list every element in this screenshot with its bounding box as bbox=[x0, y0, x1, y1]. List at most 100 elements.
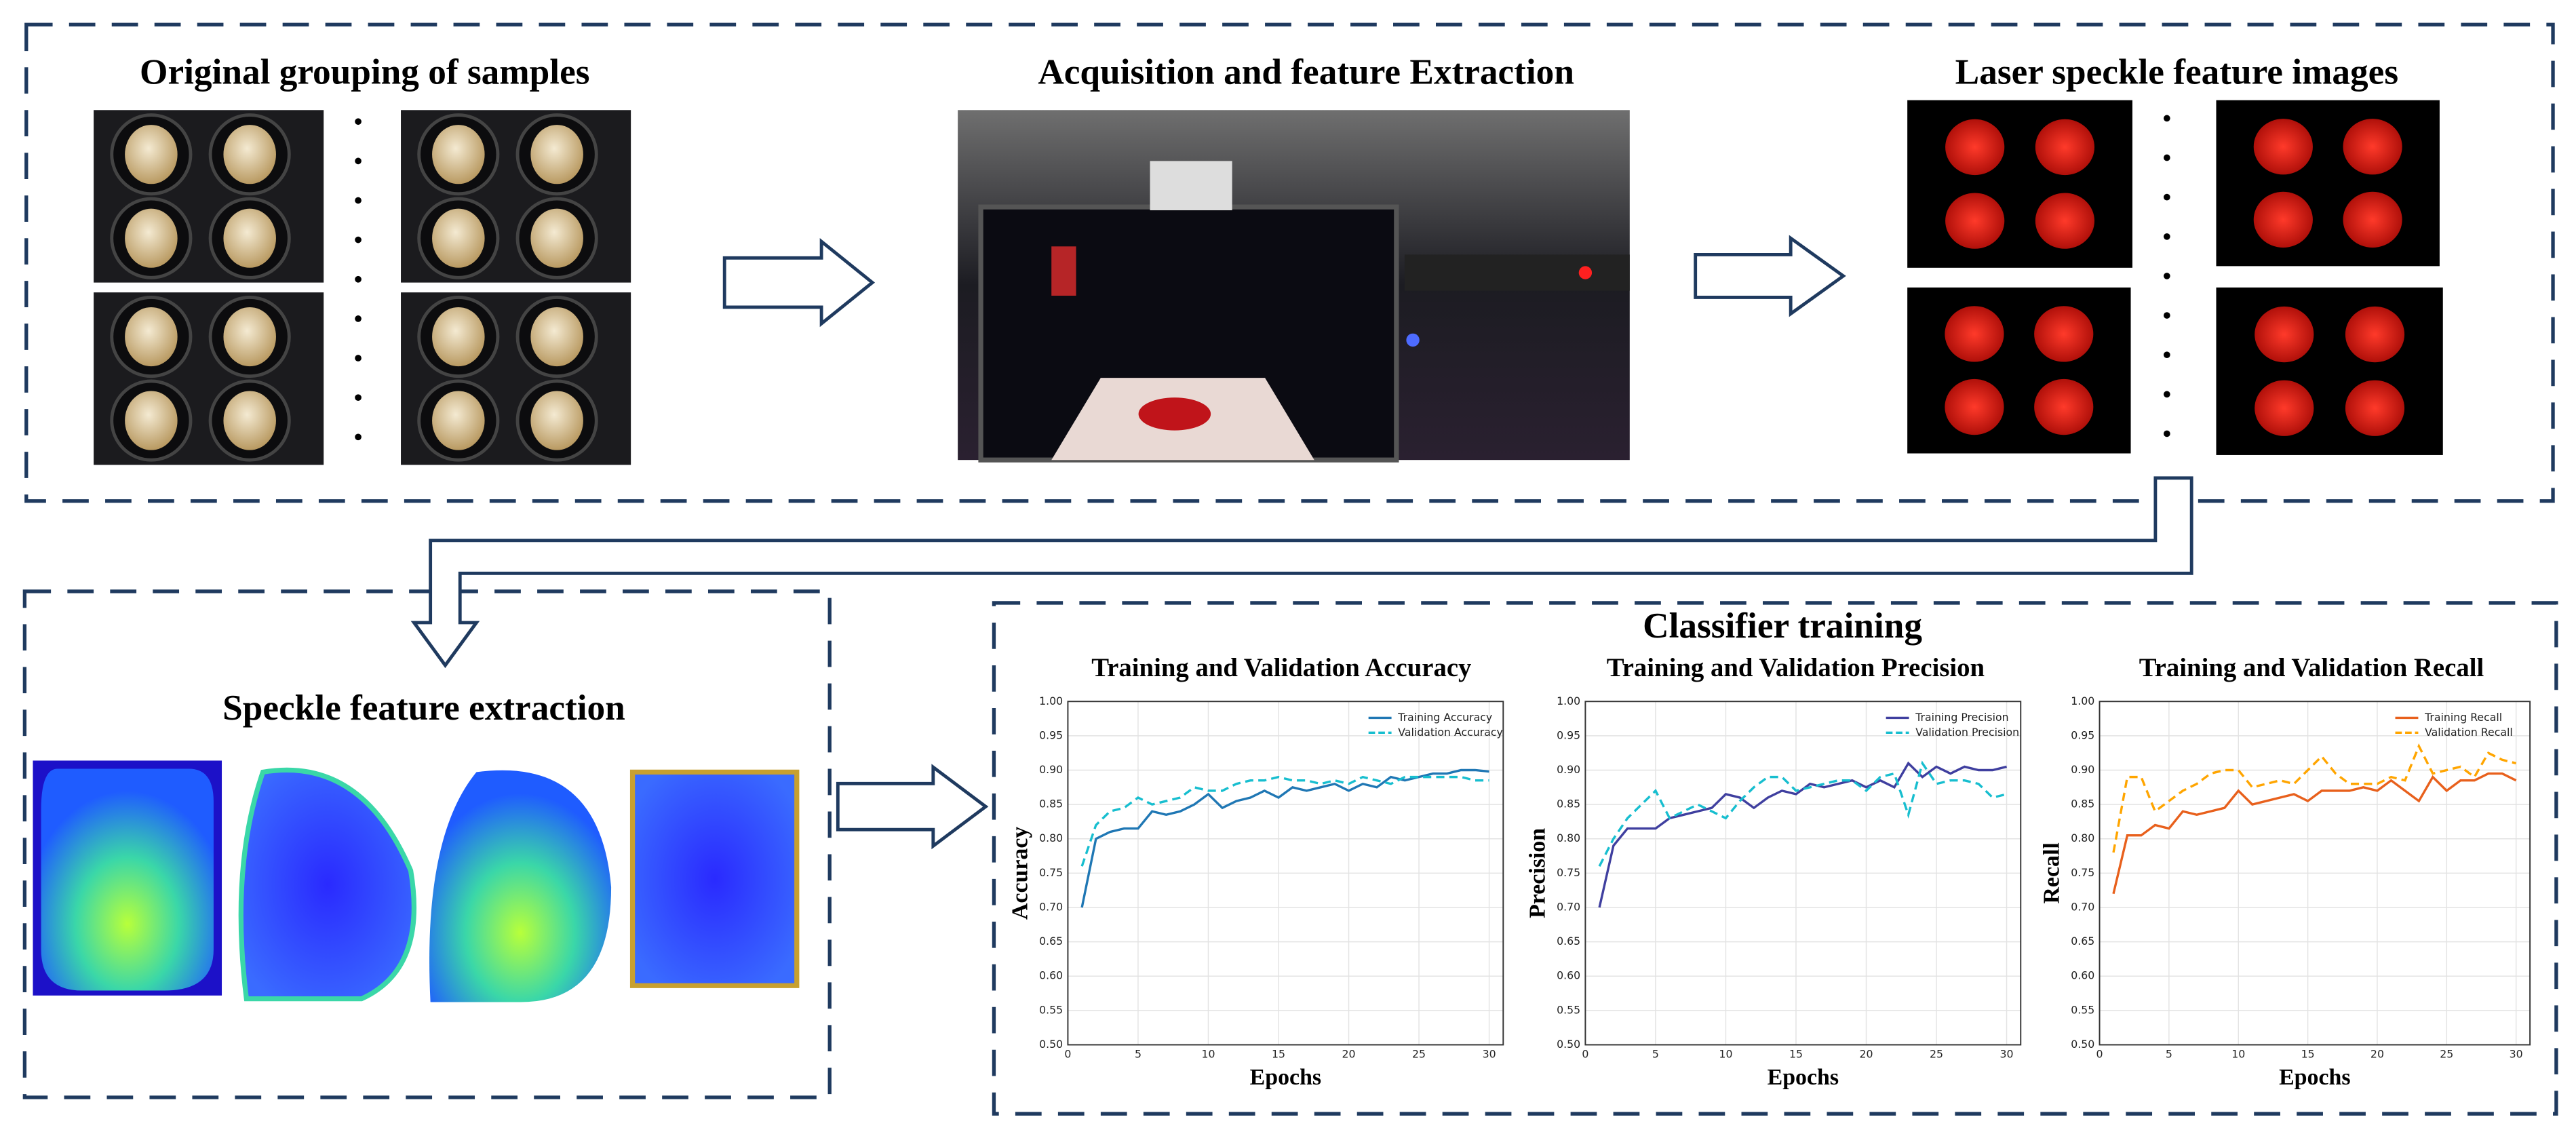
panel-title: Classifier training bbox=[1643, 606, 1922, 646]
x-tick-label: 10 bbox=[2231, 1048, 2245, 1061]
chart-title: Training and Validation Recall bbox=[2139, 653, 2484, 682]
speckle-spot bbox=[2035, 193, 2095, 249]
sample bbox=[125, 307, 178, 367]
panel-title: Speckle feature extraction bbox=[222, 688, 625, 728]
x-tick-label: 15 bbox=[2301, 1048, 2315, 1061]
legend-label: Validation Accuracy bbox=[1398, 726, 1503, 739]
y-tick-label: 0.80 bbox=[1039, 832, 1063, 844]
y-tick-label: 0.55 bbox=[1557, 1003, 1580, 1016]
y-tick-label: 0.75 bbox=[1039, 866, 1063, 879]
y-tick-label: 0.75 bbox=[2071, 866, 2094, 879]
data-line bbox=[2112, 743, 2517, 853]
y-tick-label: 0.70 bbox=[1557, 900, 1580, 913]
plot-frame bbox=[1067, 701, 1504, 1046]
sample bbox=[530, 307, 583, 367]
sample bbox=[223, 307, 276, 367]
panel-frame bbox=[22, 589, 832, 1099]
x-tick-label: 25 bbox=[1930, 1048, 1943, 1061]
y-tick-label: 0.50 bbox=[2071, 1038, 2094, 1051]
x-tick-label: 10 bbox=[1719, 1048, 1732, 1061]
y-tick-label: 0.90 bbox=[1039, 763, 1063, 776]
heatmap-images bbox=[33, 760, 808, 1004]
speckle-spot bbox=[2034, 306, 2094, 362]
y-tick-label: 0.65 bbox=[1557, 935, 1580, 947]
y-tick-label: 0.85 bbox=[1039, 798, 1063, 810]
speckle-frame bbox=[1907, 100, 2132, 268]
plot-frame bbox=[1584, 701, 2022, 1046]
x-axis-label: Epochs bbox=[1768, 1065, 1839, 1090]
x-tick-label: 20 bbox=[1342, 1048, 1356, 1061]
sample bbox=[125, 125, 178, 184]
y-axis-label: Precision bbox=[1525, 828, 1550, 918]
y-tick-label: 0.90 bbox=[1557, 763, 1580, 776]
charts: Training and Validation Accuracy Epochs Ac… bbox=[1007, 653, 2531, 1090]
y-tick-label: 0.85 bbox=[1557, 798, 1580, 810]
chart-title: Training and Validation Precision bbox=[1607, 653, 1985, 682]
y-tick-label: 0.60 bbox=[1039, 969, 1063, 982]
panel-title: Acquisition and feature Extraction bbox=[1038, 52, 1574, 92]
speckle-spot bbox=[2253, 119, 2313, 175]
sample bbox=[125, 391, 178, 450]
y-tick-label: 0.55 bbox=[2071, 1003, 2094, 1016]
y-tick-label: 0.95 bbox=[2071, 728, 2094, 741]
speckle-spot bbox=[2345, 306, 2405, 363]
x-tick-label: 5 bbox=[1135, 1048, 1141, 1061]
sample bbox=[223, 391, 276, 450]
legend-label: Training Accuracy bbox=[1397, 711, 1492, 724]
speckle-photos bbox=[1907, 100, 2443, 455]
x-tick-label: 0 bbox=[2096, 1048, 2103, 1061]
x-tick-label: 15 bbox=[1789, 1048, 1803, 1061]
speckle-spot bbox=[2253, 191, 2313, 248]
sample bbox=[432, 208, 485, 268]
y-tick-label: 0.95 bbox=[1039, 728, 1063, 741]
y-tick-label: 0.65 bbox=[1039, 935, 1063, 947]
separator-dots bbox=[355, 115, 2170, 441]
x-tick-label: 5 bbox=[2166, 1048, 2172, 1061]
sample-photos bbox=[94, 110, 631, 465]
sample bbox=[432, 391, 485, 450]
y-tick-label: 0.60 bbox=[1557, 969, 1580, 982]
speckle-spot bbox=[2034, 378, 2094, 435]
panel-title: Laser speckle feature images bbox=[1955, 52, 2398, 92]
speckle-spot bbox=[1945, 193, 2005, 249]
sample bbox=[125, 208, 178, 268]
x-tick-label: 15 bbox=[1272, 1048, 1285, 1061]
speckle-spot bbox=[2345, 380, 2405, 436]
legend-label: Training Precision bbox=[1915, 711, 2008, 724]
sample bbox=[530, 125, 583, 184]
sample bbox=[530, 208, 583, 268]
y-tick-label: 0.70 bbox=[2071, 900, 2094, 913]
x-axis-label: Epochs bbox=[1250, 1065, 1321, 1090]
speckle-spot bbox=[1945, 378, 2004, 435]
x-tick-label: 0 bbox=[1582, 1048, 1588, 1061]
y-tick-label: 1.00 bbox=[1557, 695, 1580, 707]
y-tick-label: 0.80 bbox=[2071, 832, 2094, 844]
speckle-frame bbox=[2216, 287, 2443, 455]
x-tick-label: 20 bbox=[2370, 1048, 2384, 1061]
x-tick-label: 30 bbox=[2000, 1048, 2014, 1061]
legend-label: Training Recall bbox=[2424, 711, 2502, 724]
y-tick-label: 0.85 bbox=[2071, 798, 2094, 810]
sample bbox=[432, 125, 485, 184]
y-tick-label: 0.60 bbox=[2071, 969, 2094, 982]
speckle-spot bbox=[2255, 380, 2314, 436]
sample bbox=[223, 125, 276, 184]
data-line bbox=[2112, 772, 2517, 895]
panel-title: Original grouping of samples bbox=[140, 52, 589, 92]
acquisition-photo bbox=[958, 110, 1630, 463]
x-tick-label: 25 bbox=[2440, 1048, 2453, 1061]
panel-frame bbox=[24, 22, 2555, 503]
x-tick-label: 25 bbox=[1412, 1048, 1426, 1061]
y-axis-label: Recall bbox=[2039, 842, 2064, 903]
x-tick-label: 0 bbox=[1064, 1048, 1071, 1061]
y-tick-label: 0.55 bbox=[1039, 1003, 1063, 1016]
data-line bbox=[1080, 768, 1489, 908]
y-tick-label: 0.75 bbox=[1557, 866, 1580, 879]
y-tick-label: 0.80 bbox=[1557, 832, 1580, 844]
x-tick-label: 5 bbox=[1652, 1048, 1659, 1061]
y-tick-label: 0.65 bbox=[2071, 935, 2094, 947]
plot-frame bbox=[2099, 701, 2531, 1046]
x-tick-label: 20 bbox=[1859, 1048, 1873, 1061]
y-tick-label: 1.00 bbox=[1039, 695, 1063, 707]
